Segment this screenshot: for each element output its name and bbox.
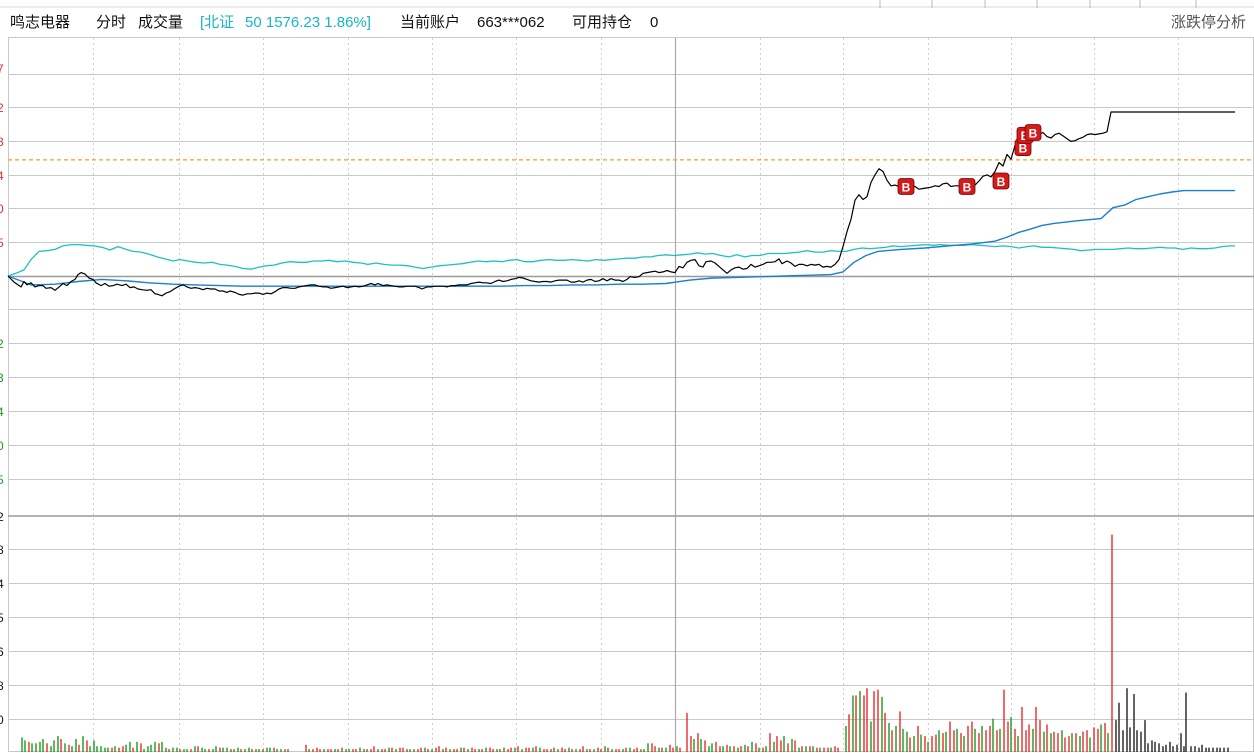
buy-marker-box xyxy=(897,178,915,195)
chart-header: 鸣志电器 分时 成交量 [北证 50 1576.23 1.86%] 当前账户 6… xyxy=(0,10,1254,36)
chart-frame xyxy=(8,37,1254,752)
average-price-line xyxy=(7,189,1235,287)
y-axis-tick-fragment: 4 xyxy=(0,577,4,591)
price-series-line xyxy=(7,111,1235,297)
y-axis-tick-fragment: 5 xyxy=(0,473,4,487)
series-lines xyxy=(7,111,1235,297)
y-axis-tick-fragment: 7 xyxy=(0,62,4,76)
account-value: 663***062 xyxy=(477,14,545,31)
y-axis-tick-fragment: 3 xyxy=(0,371,4,385)
buy-marker-label: B xyxy=(1019,142,1028,156)
buy-marker-label: B xyxy=(902,180,911,194)
y-axis-tick-fragment: 2 xyxy=(0,337,4,351)
buy-marker: B xyxy=(1016,126,1034,144)
buy-marker: B xyxy=(1024,124,1042,141)
stock-name[interactable]: 鸣志电器 xyxy=(10,14,71,31)
y-axis-tick-fragment: 0 xyxy=(0,202,4,216)
position-value: 0 xyxy=(650,14,659,31)
y-axis-tick-fragment: 5 xyxy=(0,611,4,625)
top-toolbar-strip xyxy=(0,0,1254,8)
buy-markers: B B BBB B xyxy=(897,124,1042,195)
buy-marker-box xyxy=(1014,139,1032,156)
y-axis-tick-fragment: 4 xyxy=(0,405,4,419)
y-axis-tick-fragment: 8 xyxy=(0,543,4,557)
buy-marker-box xyxy=(992,172,1010,190)
y-axis-tick-fragment: 5 xyxy=(0,236,4,250)
buy-marker-label: B xyxy=(1029,127,1038,141)
volume-bars xyxy=(21,534,1229,752)
index-value: 50 1576.23 1.86%] xyxy=(245,14,371,31)
buy-marker-label: B xyxy=(1021,129,1030,143)
y-axis-tick-fragment: 4 xyxy=(0,169,4,183)
index-prefix: [北证 xyxy=(200,14,235,31)
account-label: 当前账户 xyxy=(400,14,461,31)
y-axis-tick-fragment: 0 xyxy=(0,713,4,727)
y-axis-tick-fragment: 2 xyxy=(0,510,4,524)
mode-label[interactable]: 分时 xyxy=(96,14,127,31)
buy-marker-label: B xyxy=(997,175,1006,189)
buy-marker-box xyxy=(1024,124,1042,141)
y-axis-tick-fragment: 8 xyxy=(0,679,4,693)
buy-marker: B xyxy=(992,172,1010,190)
y-axis-tick-fragment: 6 xyxy=(0,645,4,659)
y-axis-tick-fragment: 0 xyxy=(0,439,4,453)
buy-marker-label: B xyxy=(963,180,972,194)
buy-marker-box xyxy=(1016,126,1034,144)
y-axis-labels: 7 2 8 4 0 5 2 3 4 0 5 2 8 4 5 6 8 0 xyxy=(0,62,4,727)
buy-marker: B xyxy=(897,178,915,195)
buy-marker: B xyxy=(958,178,976,195)
y-axis-tick-fragment: 8 xyxy=(0,135,4,149)
buy-marker-box xyxy=(958,178,976,195)
y-axis-tick-fragment: 2 xyxy=(0,101,4,115)
buy-marker: B xyxy=(1014,139,1032,156)
position-label: 可用持仓 xyxy=(572,14,633,31)
volume-label: 成交量 xyxy=(138,14,184,31)
limit-analysis-button[interactable]: 涨跌停分析 xyxy=(1170,14,1246,31)
chart-grid xyxy=(8,37,1254,752)
index-series-line xyxy=(7,243,1235,277)
